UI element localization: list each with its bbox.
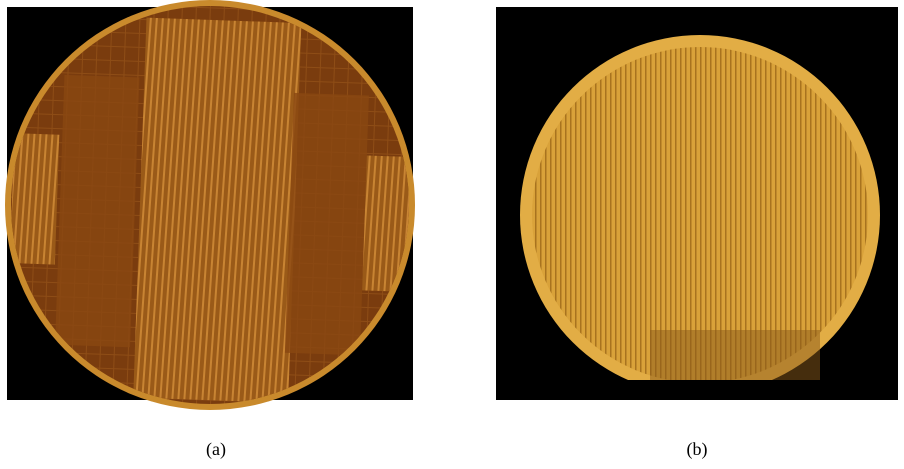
- panel-b-image: [496, 7, 898, 400]
- caption: (b): [687, 439, 708, 460]
- page: (a) (b) (() => { const data = JSON.parse…: [0, 0, 904, 469]
- caption: (a): [206, 439, 226, 460]
- panel-a-image: [0, 0, 420, 420]
- figure: (a) (b): [0, 0, 904, 469]
